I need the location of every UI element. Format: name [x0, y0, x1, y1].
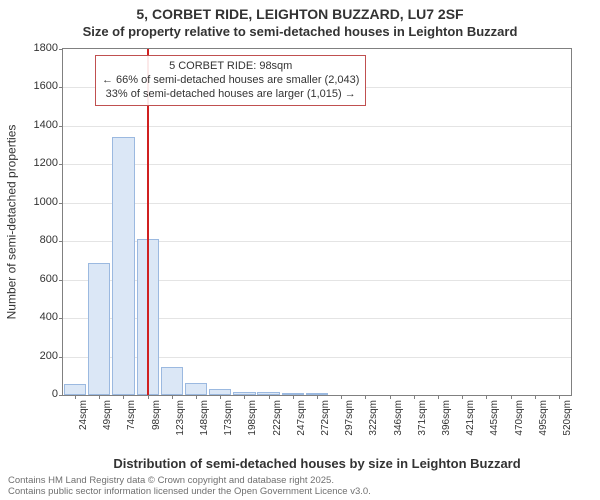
y-tick-mark — [59, 357, 63, 358]
y-tick-mark — [59, 203, 63, 204]
x-tick-label: 470sqm — [514, 400, 525, 450]
x-tick-mark — [196, 395, 197, 399]
annotation-box: 5 CORBET RIDE: 98sqm← 66% of semi-detach… — [95, 55, 366, 106]
x-tick-mark — [317, 395, 318, 399]
annotation-line: ← 66% of semi-detached houses are smalle… — [102, 74, 359, 88]
histogram-bar — [64, 384, 86, 395]
x-tick-label: 98sqm — [151, 400, 162, 450]
annotation-line: 33% of semi-detached houses are larger (… — [102, 88, 359, 102]
grid-line — [63, 164, 571, 165]
chart-container: 5, CORBET RIDE, LEIGHTON BUZZARD, LU7 2S… — [0, 0, 600, 500]
x-tick-mark — [414, 395, 415, 399]
histogram-bar — [112, 137, 134, 395]
x-tick-label: 297sqm — [344, 400, 355, 450]
y-tick-mark — [59, 126, 63, 127]
y-tick-label: 1800 — [18, 42, 58, 54]
x-tick-label: 74sqm — [126, 400, 137, 450]
x-tick-mark — [99, 395, 100, 399]
y-axis-label: Number of semi-detached properties — [4, 48, 18, 396]
title-line-1: 5, CORBET RIDE, LEIGHTON BUZZARD, LU7 2S… — [0, 6, 600, 24]
y-tick-mark — [59, 280, 63, 281]
y-tick-label: 1600 — [18, 80, 58, 92]
x-tick-label: 495sqm — [538, 400, 549, 450]
title-line-2: Size of property relative to semi-detach… — [0, 24, 600, 40]
x-tick-mark — [148, 395, 149, 399]
y-tick-label: 1400 — [18, 119, 58, 131]
grid-line — [63, 126, 571, 127]
y-tick-mark — [59, 164, 63, 165]
y-tick-label: 1200 — [18, 157, 58, 169]
x-tick-mark — [462, 395, 463, 399]
annotation-line: 5 CORBET RIDE: 98sqm — [102, 60, 359, 74]
x-tick-mark — [244, 395, 245, 399]
x-tick-mark — [390, 395, 391, 399]
x-tick-label: 24sqm — [78, 400, 89, 450]
x-tick-mark — [220, 395, 221, 399]
y-tick-mark — [59, 49, 63, 50]
histogram-bar — [185, 383, 207, 395]
x-tick-label: 445sqm — [489, 400, 500, 450]
x-tick-label: 421sqm — [465, 400, 476, 450]
x-tick-mark — [365, 395, 366, 399]
y-tick-label: 400 — [18, 311, 58, 323]
y-tick-mark — [59, 87, 63, 88]
x-tick-label: 198sqm — [247, 400, 258, 450]
plot-area: 5 CORBET RIDE: 98sqm← 66% of semi-detach… — [62, 48, 572, 396]
y-tick-mark — [59, 318, 63, 319]
y-axis-label-text: Number of semi-detached properties — [4, 125, 18, 320]
x-tick-label: 173sqm — [223, 400, 234, 450]
x-tick-mark — [269, 395, 270, 399]
x-tick-label: 322sqm — [368, 400, 379, 450]
x-tick-mark — [123, 395, 124, 399]
x-tick-mark — [535, 395, 536, 399]
x-tick-label: 396sqm — [441, 400, 452, 450]
y-tick-mark — [59, 241, 63, 242]
x-tick-mark — [511, 395, 512, 399]
grid-line — [63, 203, 571, 204]
x-tick-label: 49sqm — [102, 400, 113, 450]
x-tick-label: 272sqm — [320, 400, 331, 450]
histogram-bar — [161, 367, 183, 395]
footer-line-2: Contains public sector information licen… — [8, 487, 371, 498]
x-tick-mark — [559, 395, 560, 399]
x-tick-label: 247sqm — [296, 400, 307, 450]
y-tick-label: 1000 — [18, 196, 58, 208]
y-tick-label: 600 — [18, 273, 58, 285]
histogram-bar — [88, 263, 110, 395]
x-tick-mark — [341, 395, 342, 399]
x-tick-label: 148sqm — [199, 400, 210, 450]
y-tick-label: 800 — [18, 234, 58, 246]
x-tick-label: 222sqm — [272, 400, 283, 450]
x-tick-label: 123sqm — [175, 400, 186, 450]
x-tick-mark — [75, 395, 76, 399]
x-tick-mark — [486, 395, 487, 399]
footer-attribution: Contains HM Land Registry data © Crown c… — [8, 476, 371, 498]
x-tick-label: 371sqm — [417, 400, 428, 450]
x-tick-label: 520sqm — [562, 400, 573, 450]
x-tick-mark — [438, 395, 439, 399]
x-axis-label: Distribution of semi-detached houses by … — [62, 456, 572, 471]
y-tick-mark — [59, 395, 63, 396]
x-tick-label: 346sqm — [393, 400, 404, 450]
x-tick-mark — [293, 395, 294, 399]
y-tick-label: 0 — [18, 388, 58, 400]
y-tick-label: 200 — [18, 350, 58, 362]
chart-title: 5, CORBET RIDE, LEIGHTON BUZZARD, LU7 2S… — [0, 0, 600, 40]
x-tick-mark — [172, 395, 173, 399]
